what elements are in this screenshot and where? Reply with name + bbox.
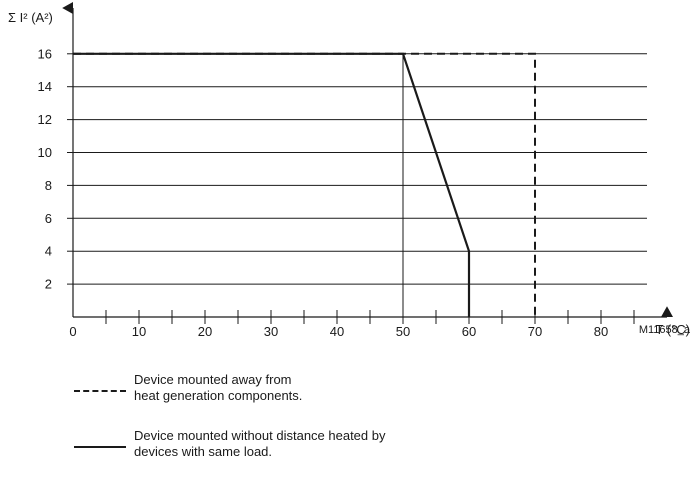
y-tick-label-16: 16	[38, 46, 52, 61]
x-tick-label-40: 40	[330, 324, 344, 339]
legend-item-solid: Device mounted without distance heated b…	[0, 428, 693, 478]
y-axis-label: Σ I² (A²)	[8, 10, 53, 25]
legend-text-line-2: heat generation components.	[134, 388, 303, 403]
y-axis: 2 4 6 8 10 12 14 16	[38, 2, 74, 317]
x-tick-label-20: 20	[198, 324, 212, 339]
legend-swatch-solid	[74, 446, 126, 448]
y-tick-label-2: 2	[45, 277, 52, 292]
series-dashed-line	[73, 52, 536, 317]
y-tick-label-6: 6	[45, 211, 52, 226]
derating-chart: 0 10 20 30 40 50 60 70 80 2 4 6 8 10 12 14 16 Σ I² (A²)…	[8, 2, 691, 339]
legend-text-line-2: devices with same load.	[134, 444, 273, 459]
x-axis-label: T (°C)	[655, 322, 690, 337]
legend-text: Device mounted away from heat generation …	[134, 372, 434, 404]
legend-item-dashed: Device mounted away from heat generation …	[0, 372, 693, 422]
x-tick-label-0: 0	[69, 324, 76, 339]
legend-text-line-1: Device mounted away from	[134, 372, 292, 387]
legend-swatch-dashed	[74, 390, 126, 392]
x-tick-label-60: 60	[462, 324, 476, 339]
y-tick-label-4: 4	[45, 244, 52, 259]
series-solid-line	[73, 52, 471, 317]
x-tick-label-30: 30	[264, 324, 278, 339]
y-tick-label-12: 12	[38, 112, 52, 127]
legend-text-line-1: Device mounted without distance heated b…	[134, 428, 386, 443]
x-axis: 0 10 20 30 40 50 60 70 80	[69, 306, 673, 339]
x-tick-label-10: 10	[132, 324, 146, 339]
series-group	[73, 52, 536, 317]
legend-text: Device mounted without distance heated b…	[134, 428, 434, 460]
x-tick-label-80: 80	[594, 324, 608, 339]
y-tick-label-10: 10	[38, 145, 52, 160]
figure-code: M11658_a	[639, 324, 691, 336]
x-tick-label-50: 50	[396, 324, 410, 339]
grid-lines	[73, 53, 647, 317]
y-tick-label-8: 8	[45, 178, 52, 193]
y-tick-label-14: 14	[38, 79, 52, 94]
x-tick-label-70: 70	[528, 324, 542, 339]
